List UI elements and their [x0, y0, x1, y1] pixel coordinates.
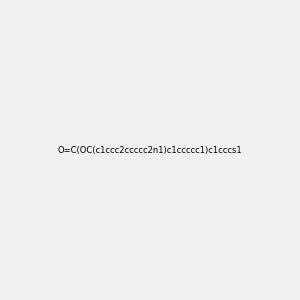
- Text: O=C(OC(c1ccc2ccccc2n1)c1ccccc1)c1cccs1: O=C(OC(c1ccc2ccccc2n1)c1ccccc1)c1cccs1: [58, 146, 242, 154]
